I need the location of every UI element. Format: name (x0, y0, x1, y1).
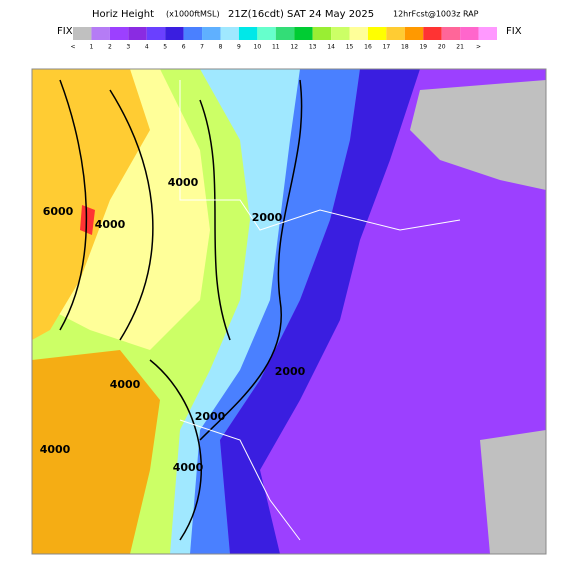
colorbar-swatch (146, 27, 166, 40)
title-run: 12hrFcst@1003z RAP (393, 10, 479, 19)
title-units: (x1000ftMSL) (166, 10, 220, 19)
contour-label: 4000 (95, 218, 126, 231)
colorbar-swatch (294, 27, 313, 40)
colorbar-swatch (367, 27, 387, 40)
field (480, 430, 546, 554)
title-valid: 21Z(16cdt) SAT 24 May 2025 (228, 9, 374, 20)
colorbar-swatch (478, 27, 497, 40)
contour-label: 4000 (173, 461, 204, 474)
colorbar-swatch (349, 27, 368, 40)
colorbar-label: 6 (182, 44, 186, 51)
colorbar: <1 2 3 4 5 6 7 8 9 10 11 12 13 14 15 16 17 18 19 20 21 > (70, 27, 497, 51)
map-frame (31, 68, 547, 555)
field (410, 80, 546, 190)
field (80, 205, 95, 235)
field (220, 69, 420, 554)
colorbar-label: 20 (438, 44, 446, 51)
colorbar-swatch (238, 27, 258, 40)
contour-label: 4000 (168, 176, 199, 189)
colorbar-label: 10 (254, 44, 262, 51)
colorbar-label: 14 (327, 44, 335, 51)
colorbar-label: 17 (383, 44, 391, 51)
colorbar-label: 8 (219, 44, 223, 51)
contour-label: 2000 (252, 211, 283, 224)
colorbar-left-label: FIX (57, 26, 73, 37)
colorbar-label: 16 (364, 44, 372, 51)
colorbar-label: 1 (90, 44, 94, 51)
contour-label: 4000 (40, 443, 71, 456)
colorbar-swatch (128, 27, 147, 40)
contour-label: 2000 (195, 410, 226, 423)
contour-labels: 6000 4000 4000 2000 2000 2000 4000 4000 4000 (40, 176, 306, 474)
map (32, 69, 546, 554)
colorbar-swatch (275, 27, 295, 40)
colorbar-label: > (476, 44, 481, 51)
colorbar-swatch (331, 27, 350, 40)
colorbar-label: 7 (200, 44, 204, 51)
colorbar-label: 9 (237, 44, 241, 51)
field (32, 350, 160, 554)
colorbar-label: 18 (401, 44, 409, 51)
boundary (179, 80, 461, 541)
contour-label: 6000 (43, 205, 74, 218)
contour-label: 4000 (110, 378, 141, 391)
colorbar-swatch (423, 27, 442, 40)
colorbar-label: 11 (272, 44, 280, 51)
colorbar-swatch (109, 27, 129, 40)
colorbar-swatch (220, 27, 239, 40)
colorbar-label: 12 (290, 44, 298, 51)
colorbar-label: 2 (108, 44, 112, 51)
title-left: Horiz Height (92, 9, 154, 20)
colorbar-swatch (460, 27, 479, 40)
colorbar-swatch (202, 27, 221, 40)
contour-label: 2000 (275, 365, 306, 378)
colorbar-label: 4 (145, 44, 149, 51)
colorbar-swatch (312, 27, 332, 40)
field (32, 69, 150, 340)
colorbar-swatch (404, 27, 424, 40)
colorbar-swatch (91, 27, 110, 40)
colorbar-label: 19 (419, 44, 427, 51)
colorbar-label: 21 (456, 44, 464, 51)
contour (59, 79, 303, 541)
colorbar-right-label: FIX (506, 26, 522, 37)
colorbar-label: 5 (163, 44, 167, 51)
colorbar-swatch (183, 27, 203, 40)
colorbar-label: 13 (309, 44, 317, 51)
colorbar-swatch (441, 27, 461, 40)
colorbar-swatch (73, 27, 92, 40)
colorbar-label: 3 (126, 44, 130, 51)
colorbar-swatch (257, 27, 276, 40)
colorbar-label: < (70, 44, 75, 51)
colorbar-label: 15 (346, 44, 354, 51)
colorbar-swatch (386, 27, 405, 40)
colorbar-swatch (165, 27, 184, 40)
